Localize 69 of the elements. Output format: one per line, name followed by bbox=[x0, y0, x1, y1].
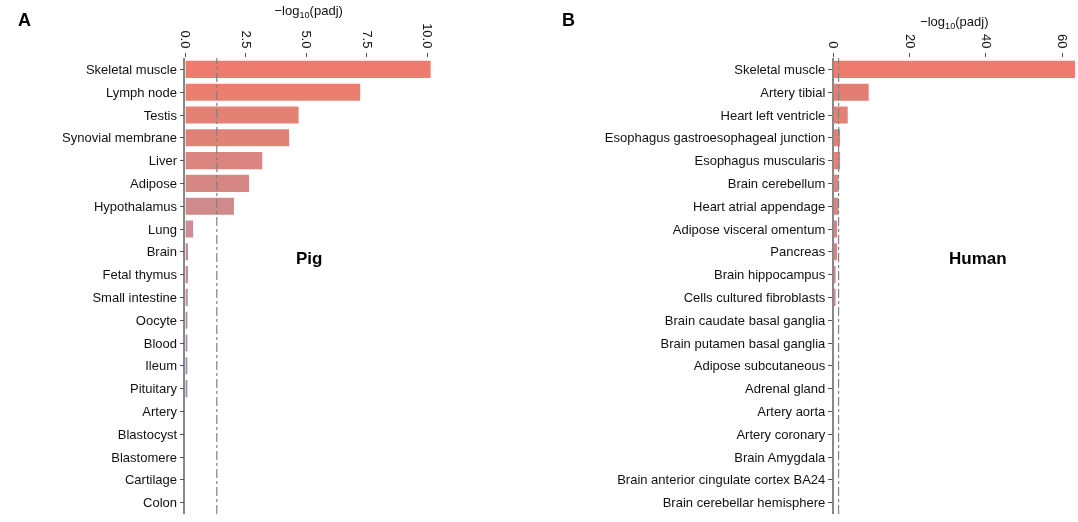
x-tick-label: 2.5 bbox=[238, 30, 254, 49]
y-tick-label: Brain Amygdala bbox=[734, 449, 827, 465]
bar bbox=[833, 106, 848, 124]
y-tick-label: Pituitary bbox=[130, 381, 178, 397]
bar bbox=[185, 197, 234, 215]
y-tick-label: Artery bbox=[142, 403, 178, 419]
y-tick-label: Skeletal muscle bbox=[85, 61, 178, 77]
y-tick-label: Adipose bbox=[130, 175, 178, 191]
text: A bbox=[18, 10, 31, 30]
annotation: Human bbox=[949, 249, 1007, 268]
y-tick-label: Ileum bbox=[145, 358, 178, 374]
bar bbox=[185, 220, 194, 238]
y-tick-label: Blastomere bbox=[111, 449, 178, 465]
y-tick-label: Brain putamen basal ganglia bbox=[660, 335, 827, 351]
y-tick-label: Adrenal gland bbox=[745, 381, 826, 397]
y-tick-label: Pancreas bbox=[770, 244, 826, 260]
y-tick-label: Lymph node bbox=[105, 84, 178, 100]
y-tick-label: Brain cerebellum bbox=[727, 175, 826, 191]
y-tick-label: Esophagus gastroesophageal junction bbox=[604, 130, 826, 146]
y-tick-label: Brain cerebellar hemisphere bbox=[662, 495, 826, 511]
bar bbox=[185, 60, 431, 78]
y-tick-label: Blood bbox=[143, 335, 178, 351]
y-tick-label: Cartilage bbox=[124, 472, 178, 488]
bar bbox=[833, 60, 1075, 78]
y-tick-label: Heart atrial appendage bbox=[693, 198, 826, 214]
x-tick-label: 0 bbox=[826, 41, 842, 49]
bar bbox=[833, 220, 838, 238]
y-tick-label: Skeletal muscle bbox=[734, 61, 826, 77]
y-tick-label: Hypothalamus bbox=[93, 198, 178, 214]
bar bbox=[833, 266, 836, 284]
x-tick-label: 0.0 bbox=[178, 30, 194, 49]
bar bbox=[185, 129, 290, 147]
y-tick-label: Testis bbox=[143, 107, 178, 123]
y-tick-label: Brain anterior cingulate cortex BA24 bbox=[617, 472, 826, 488]
y-tick-label: Blastocyst bbox=[117, 426, 178, 442]
y-tick-label: Fetal thymus bbox=[102, 267, 178, 283]
y-tick-label: Oocyte bbox=[135, 312, 178, 328]
x-tick-label: 20 bbox=[902, 33, 918, 49]
y-tick-label: Artery coronary bbox=[736, 426, 826, 442]
x-axis-title: −log$_{10}$(padj) bbox=[920, 13, 989, 31]
bar bbox=[833, 83, 869, 101]
x-tick-label: 5.0 bbox=[299, 30, 315, 49]
annotation: Pig bbox=[296, 249, 323, 268]
y-tick-label: Artery aorta bbox=[757, 403, 827, 419]
bar bbox=[185, 83, 361, 101]
y-tick-label: Small intestine bbox=[92, 289, 178, 305]
bar bbox=[833, 288, 836, 306]
y-tick-label: Liver bbox=[148, 153, 178, 169]
bar bbox=[185, 106, 299, 124]
y-tick-label: Heart left ventricle bbox=[720, 107, 826, 123]
x-tick-label: 10.0 bbox=[420, 23, 435, 49]
x-tick-label: 7.5 bbox=[359, 30, 375, 49]
y-tick-label: Synovial membrane bbox=[62, 130, 178, 146]
bar bbox=[185, 152, 263, 170]
y-tick-label: Adipose subcutaneous bbox=[693, 358, 826, 374]
x-tick-label: 40 bbox=[978, 33, 994, 49]
y-tick-label: Esophagus muscularis bbox=[694, 153, 826, 169]
x-tick-label: 60 bbox=[1054, 33, 1070, 49]
y-tick-label: Adipose visceral omentum bbox=[672, 221, 826, 237]
y-tick-label: Brain caudate basal ganglia bbox=[664, 312, 827, 328]
y-tick-label: Brain hippocampus bbox=[713, 267, 826, 283]
y-tick-label: Lung bbox=[148, 221, 178, 237]
y-tick-label: Colon bbox=[143, 495, 178, 511]
x-axis-title: −log$_{10}$(padj) bbox=[274, 3, 343, 20]
y-tick-label: Cells cultured fibroblasts bbox=[683, 289, 826, 305]
y-tick-label: Artery tibial bbox=[760, 84, 826, 100]
bar bbox=[185, 174, 249, 192]
text: B bbox=[562, 10, 575, 30]
y-tick-label: Brain bbox=[146, 244, 178, 260]
